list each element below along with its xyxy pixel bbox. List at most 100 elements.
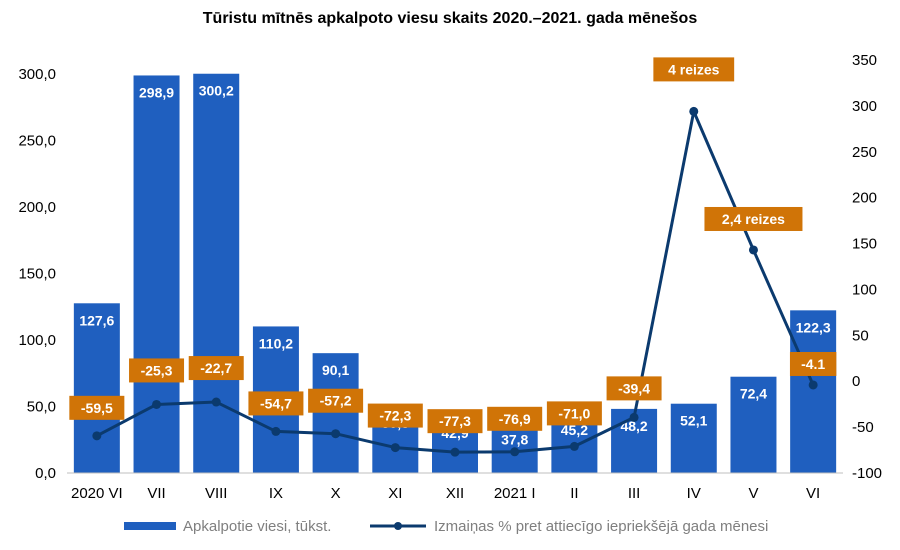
line-value-box	[546, 401, 602, 426]
line-value-tag: -57,2	[308, 388, 364, 413]
bar-value-label: 110,2	[259, 335, 293, 351]
line-value-box	[129, 358, 185, 383]
line-value-box	[367, 403, 423, 428]
line-point	[152, 399, 162, 409]
line-value-tag: -76,9	[487, 406, 543, 431]
right-tick-label: 200	[852, 190, 877, 207]
x-tick-label: V	[748, 485, 758, 502]
x-tick-label: IX	[269, 485, 283, 502]
right-tick-label: -50	[852, 419, 874, 436]
right-tick-label: 50	[852, 327, 869, 344]
right-tick-label: 250	[852, 144, 877, 161]
right-tick-label: -100	[852, 465, 882, 482]
bar-value-label: 122,3	[796, 319, 831, 335]
bar-value-label: 52,1	[680, 413, 707, 429]
line-value-box	[248, 391, 304, 416]
line-value-label: -22,7	[200, 360, 232, 376]
line-point	[510, 447, 520, 457]
x-tick-label: VII	[147, 485, 165, 502]
line-value-label: -76,9	[499, 411, 531, 427]
line-value-label: 2,4 reizes	[722, 211, 785, 227]
left-tick-label: 200,0	[18, 199, 56, 216]
line-point	[331, 429, 341, 439]
line-value-label: -4.1	[801, 356, 825, 372]
line-value-tag: 4 reizes	[653, 57, 735, 82]
left-tick-label: 250,0	[18, 133, 56, 150]
line-value-label: -77,3	[439, 413, 471, 429]
line-point	[689, 106, 699, 116]
line-value-tag: -25,3	[129, 358, 185, 383]
line-value-tag: -77,3	[427, 409, 483, 434]
line-point	[450, 447, 460, 457]
x-tick-label: 2020 VI	[71, 485, 123, 502]
bar-value-label: 90,1	[322, 362, 349, 378]
x-tick-label: III	[628, 485, 641, 502]
line-point	[390, 443, 400, 453]
line-point	[748, 245, 758, 255]
right-axis: -100 -50 0 50 100 150 200 250 300 350	[852, 52, 882, 482]
bar-value-label: 298,9	[139, 84, 174, 100]
legend-bar-swatch	[124, 522, 176, 530]
line-value-label: -25,3	[141, 362, 173, 378]
left-tick-label: 300,0	[18, 66, 56, 83]
line-value-tag: 2,4 reizes	[704, 206, 803, 231]
line-value-box	[487, 406, 543, 431]
right-tick-label: 100	[852, 281, 877, 298]
line-value-box	[606, 376, 662, 401]
line-value-box	[308, 388, 364, 413]
bar-value-label: 37,8	[501, 432, 528, 448]
x-tick-label: IV	[687, 485, 701, 502]
x-axis: 2020 VI VII VIII IX X XI XII 2021 I II III IV V VI	[67, 472, 843, 502]
bar-value-label: 45,2	[561, 422, 588, 438]
legend-bar-label: Apkalpotie viesi, tūkst.	[183, 518, 331, 535]
line-value-tag: -54,7	[248, 391, 304, 416]
legend-line-label: Izmaiņas % pret attiecīgo iepriekšējā ga…	[434, 518, 768, 535]
legend: Apkalpotie viesi, tūkst. Izmaiņas % pret…	[124, 518, 768, 535]
bar	[670, 403, 717, 473]
line-series: -59,5 -25,3 -22,7 -54,7 -57,2 -72,3 -77,3 -76,9…	[69, 57, 837, 457]
bar-value-label: 72,4	[740, 386, 767, 402]
x-tick-label: VI	[806, 485, 820, 502]
line-value-tag: -71,0	[546, 401, 602, 426]
bar	[73, 303, 120, 473]
x-tick-label: XII	[446, 485, 464, 502]
line-value-box	[427, 409, 483, 434]
line-value-box	[69, 395, 125, 420]
bar-value-label: 127,6	[79, 312, 114, 328]
line-value-box	[704, 206, 803, 231]
bar	[312, 353, 359, 473]
line-value-box	[188, 356, 244, 381]
line-value-tag: -39,4	[606, 376, 662, 401]
line-value-tag: -72,3	[367, 403, 423, 428]
line-value-box	[789, 351, 837, 376]
line-value-box	[653, 57, 735, 82]
left-tick-label: 100,0	[18, 332, 56, 349]
x-tick-label: XI	[388, 485, 402, 502]
right-tick-label: 150	[852, 236, 877, 253]
bar-value-label: 300,2	[199, 83, 234, 99]
legend-line-marker	[394, 522, 402, 530]
bar	[193, 73, 240, 473]
right-tick-label: 0	[852, 373, 860, 390]
line-point	[92, 431, 102, 441]
x-tick-label: VIII	[205, 485, 228, 502]
line-value-label: -59,5	[81, 400, 113, 416]
line-value-tag: -4.1	[789, 351, 837, 376]
line-point	[808, 380, 818, 390]
left-tick-label: 150,0	[18, 266, 56, 283]
left-tick-label: 50,0	[27, 399, 56, 416]
line-point	[211, 397, 221, 407]
line-value-label: -72,3	[379, 408, 411, 424]
left-axis: 0,0 50,0 100,0 150,0 200,0 250,0 300,0	[18, 66, 56, 482]
bar	[730, 376, 777, 473]
line-value-label: -57,2	[320, 393, 352, 409]
line-value-label: -71,0	[558, 405, 590, 421]
line-value-tag: -22,7	[188, 356, 244, 381]
x-tick-label: II	[570, 485, 578, 502]
x-tick-label: X	[331, 485, 341, 502]
right-tick-label: 350	[852, 52, 877, 69]
line-value-label: 4 reizes	[668, 61, 720, 77]
line-point	[629, 412, 639, 422]
bar	[790, 310, 837, 473]
